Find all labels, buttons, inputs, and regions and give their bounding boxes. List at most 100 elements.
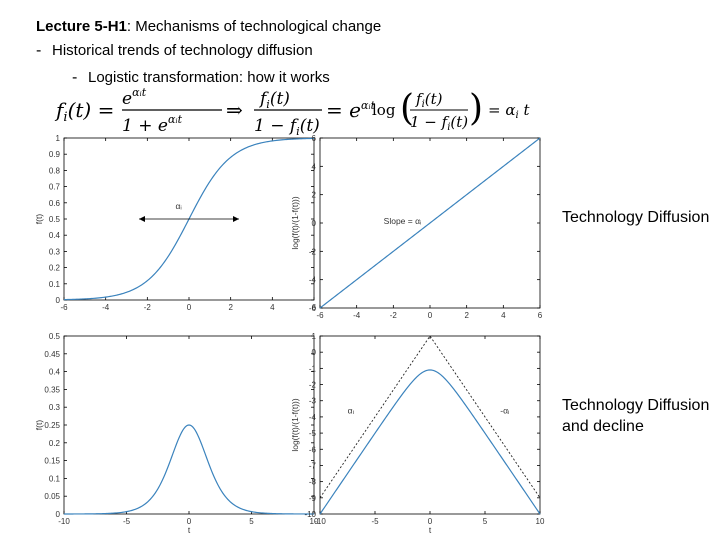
alpha-left-annotation: αᵢ: [348, 406, 354, 416]
bullet2-text: Logistic transformation: how it works: [88, 69, 330, 86]
y-tick-label: 1: [56, 134, 61, 143]
y-tick-label: 0.4: [49, 231, 61, 240]
x-tick-label: 0: [428, 311, 433, 320]
x-tick-label: -6: [60, 303, 68, 312]
asymptote-lines: [319, 335, 541, 499]
x-tick-label: -5: [371, 517, 379, 526]
plot-frame: [319, 335, 541, 515]
svg-text:⇒: ⇒: [226, 98, 243, 122]
x-tick-label: -5: [123, 517, 131, 526]
bullet-level2: - Logistic transformation: how it works: [72, 69, 330, 87]
slide-title: Lecture 5-H1: Mechanisms of technologica…: [36, 18, 381, 35]
y-tick-label: 0.5: [49, 215, 61, 224]
svg-text:log: log: [372, 101, 396, 119]
y-tick-label: 4: [312, 162, 317, 171]
data-series-line: [64, 424, 314, 515]
y-tick-label: -2: [309, 247, 317, 256]
chart-bell: -10 -5 0 5 1000.050.10.150.20.250.30.350.40.…: [34, 332, 319, 535]
x-tick-label: 6: [538, 311, 543, 320]
bullet1-text: Historical trends of technology diffusio…: [52, 42, 313, 59]
y-tick-label: -4: [309, 276, 317, 285]
y-tick-label: 0.3: [49, 247, 61, 256]
y-tick-label: 0.45: [44, 350, 60, 359]
svg-text:1 − fi(t): 1 − fi(t): [254, 116, 320, 138]
y-tick-label: -2: [309, 381, 317, 390]
y-tick-label: 0.25: [44, 421, 60, 430]
x-axis-label: t: [429, 525, 432, 535]
y-tick-label: 0.2: [49, 264, 61, 273]
y-tick-label: 0.5: [49, 332, 61, 341]
y-tick-label: 0.1: [49, 474, 61, 483]
x-tick-label: -4: [353, 311, 361, 320]
chart-logistic: -6 -4 -2 0 2 4 6 0 0.1 0.2 0.3 0.4 0.5 0.6 0.7 0.8 0.9 1 f…: [34, 134, 317, 312]
y-tick-label: 0.35: [44, 385, 60, 394]
bullet-dash: -: [36, 42, 42, 59]
y-tick-label: 6: [312, 134, 317, 143]
y-tick-label: -4: [309, 413, 317, 422]
svg-text:): ): [469, 88, 483, 129]
x-tick-label: -10: [314, 517, 326, 526]
x-tick-label: 0: [187, 517, 192, 526]
svg-text:fi(t): fi(t): [415, 90, 443, 110]
x-tick-label: -2: [390, 311, 398, 320]
y-tick-label: -6: [309, 445, 317, 454]
svg-text:= eαᵢt: = eαᵢt: [326, 98, 376, 122]
x-axis-label: t: [188, 525, 191, 535]
x-tick-label: -10: [58, 517, 70, 526]
x-tick-label: 10: [536, 517, 545, 526]
y-tick-label: -1: [309, 364, 317, 373]
title-bold: Lecture 5-H1: [36, 18, 127, 35]
y-tick-label: 0: [56, 510, 61, 519]
y-tick-label: 2: [312, 191, 317, 200]
y-axis-label: log(f(t)/(1-f(t))): [290, 398, 300, 452]
x-tick-label: 5: [249, 517, 254, 526]
formula-left: fi(t) = eαᵢt 1 + eαᵢt ⇒ fi(t) 1 − fi(t) …: [54, 86, 376, 138]
y-tick-label: 0.2: [49, 439, 61, 448]
svg-text:1 + eαᵢt: 1 + eαᵢt: [122, 113, 183, 136]
bullet-dash: -: [72, 69, 78, 86]
x-tick-label: 2: [228, 303, 233, 312]
data-series-line: [319, 369, 541, 515]
y-tick-label: 1: [312, 332, 317, 341]
y-tick-label: -8: [309, 478, 317, 487]
chart-tent: -10 -5 0 5 1010-1-2-3-4-5-6-7-8-9-10log(f(t)…: [290, 332, 545, 535]
y-tick-label: 0.15: [44, 457, 60, 466]
y-tick-label: -9: [309, 494, 317, 503]
y-tick-label: 0.3: [49, 403, 61, 412]
x-tick-label: 6: [312, 303, 317, 312]
arrow-head-right: [233, 216, 239, 222]
svg-text:= αi t: = αi t: [488, 101, 530, 121]
y-tick-label: 0.4: [49, 368, 61, 377]
y-tick-label: 0.05: [44, 492, 60, 501]
data-series-line: [319, 137, 541, 309]
y-tick-label: 0: [56, 296, 61, 305]
side-label-bottom: Technology Diffusion and decline: [562, 397, 710, 435]
y-tick-label: 0.6: [49, 199, 61, 208]
svg-text:fi(t): fi(t): [258, 89, 290, 111]
x-tick-label: 4: [270, 303, 275, 312]
svg-text:eαᵢt: eαᵢt: [122, 86, 147, 109]
side-label-top: Technology Diffusion: [562, 209, 710, 226]
svg-text:1 − fi(t): 1 − fi(t): [410, 113, 468, 133]
x-tick-label: -6: [316, 311, 324, 320]
svg-text:(: (: [400, 88, 414, 129]
slope-annotation: Slope = αᵢ: [384, 216, 422, 226]
x-tick-label: 0: [428, 517, 433, 526]
y-tick-label: -6: [309, 304, 317, 313]
y-tick-label: 0.9: [49, 150, 61, 159]
y-tick-label: 0.8: [49, 166, 61, 175]
x-tick-label: -4: [102, 303, 110, 312]
y-axis-label: f(t): [34, 214, 44, 225]
y-tick-label: 0.1: [49, 280, 61, 289]
y-tick-label: 0.7: [49, 183, 61, 192]
arrow-head-left: [139, 216, 145, 222]
y-tick-label: -3: [309, 397, 317, 406]
x-tick-label: 4: [501, 311, 506, 320]
svg-text:fi(t) =: fi(t) =: [54, 98, 114, 125]
y-axis-label: f(t): [34, 420, 44, 431]
x-tick-label: -2: [144, 303, 152, 312]
y-tick-label: 0: [312, 219, 317, 228]
x-tick-label: 5: [483, 517, 488, 526]
title-rest: : Mechanisms of technological change: [126, 18, 382, 35]
